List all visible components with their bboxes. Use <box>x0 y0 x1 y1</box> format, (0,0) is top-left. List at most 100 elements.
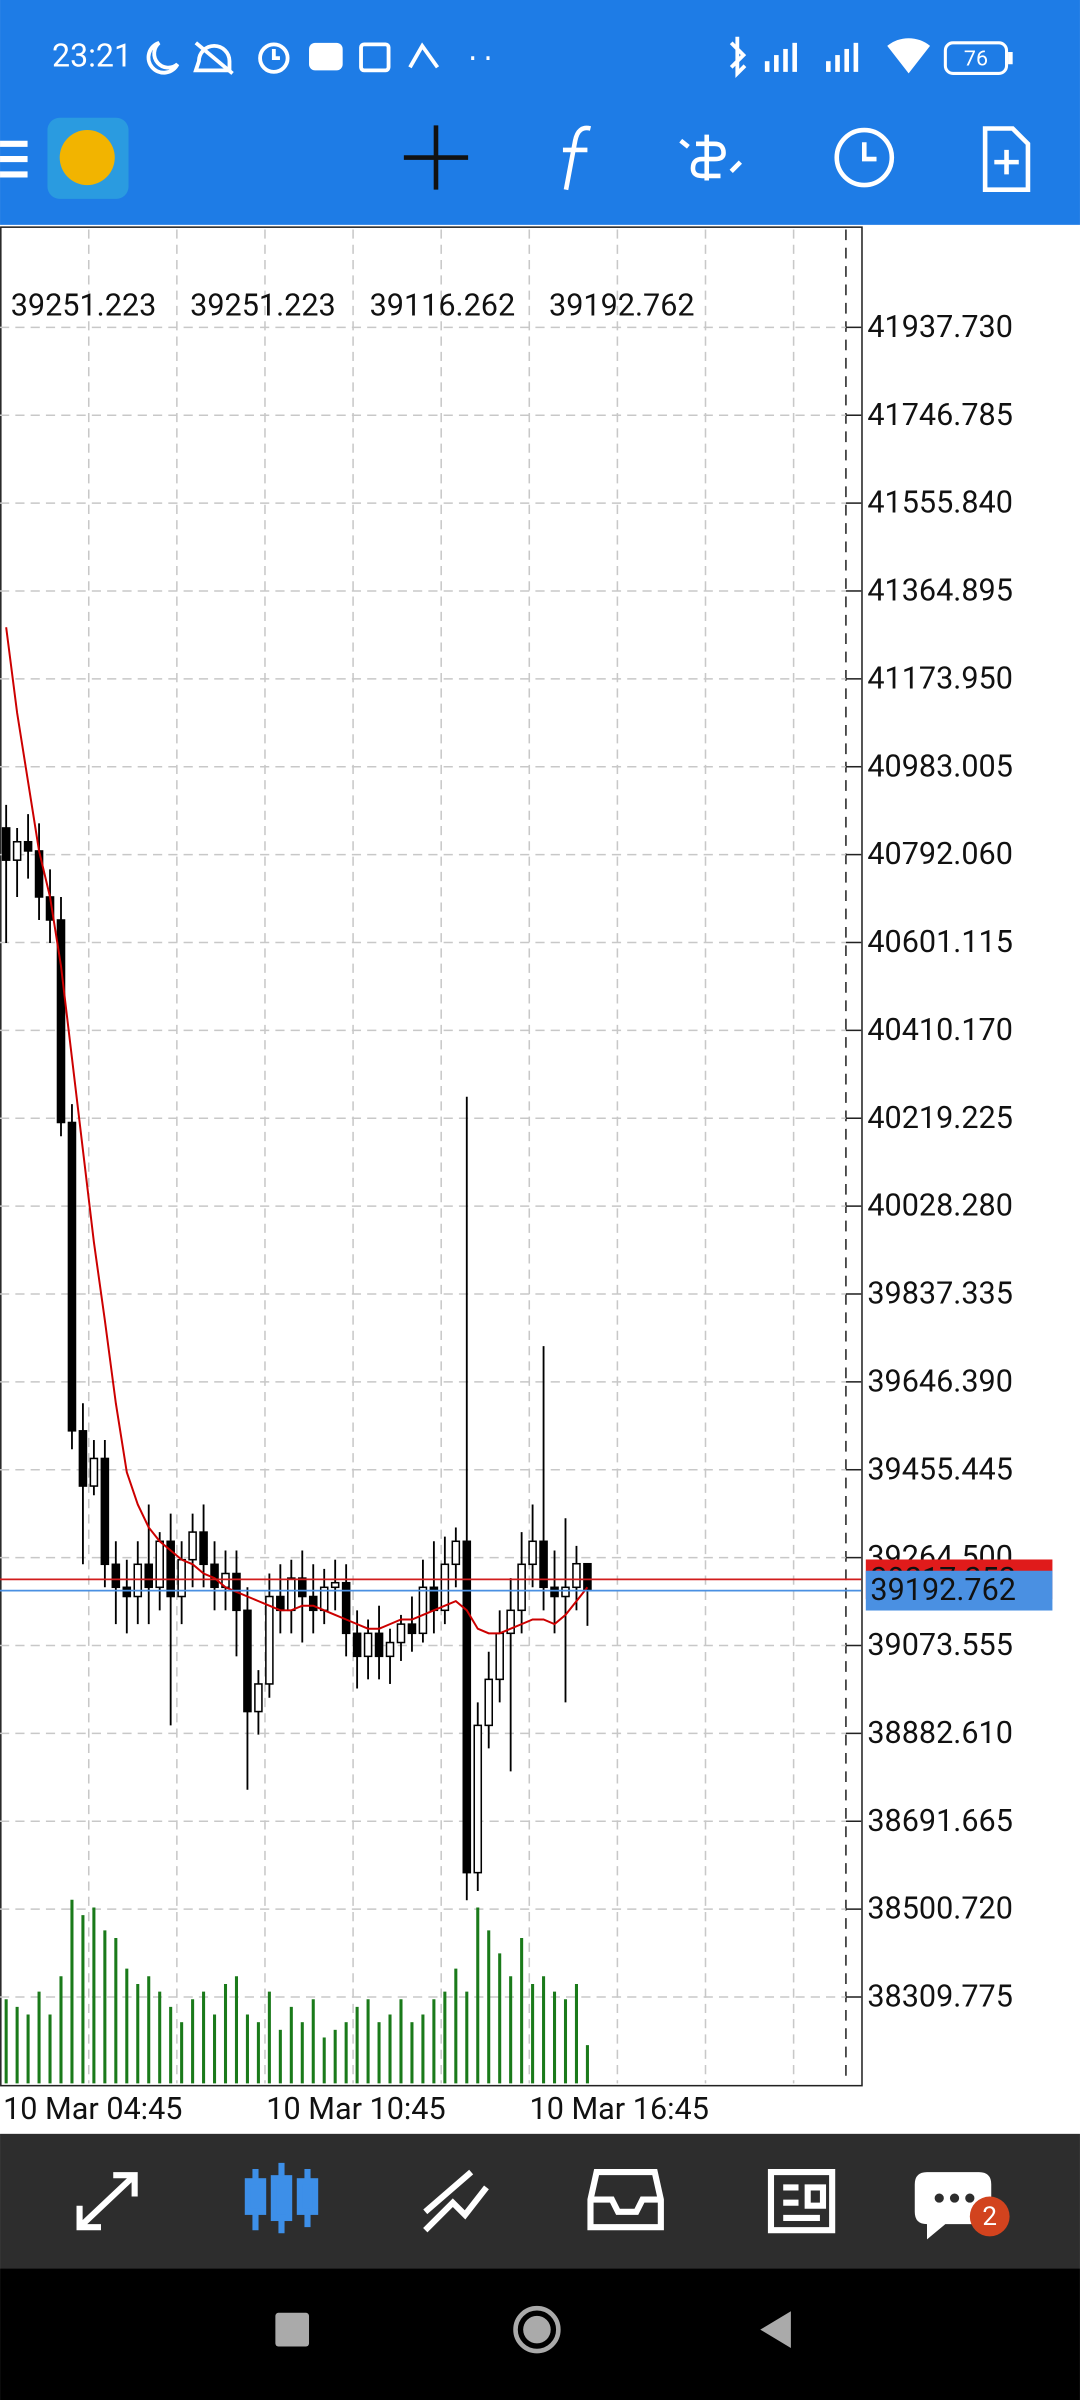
candle-body <box>451 1540 461 1566</box>
status-time: 23:21 <box>52 37 132 75</box>
candle-body <box>539 1540 548 1589</box>
bid-label: 39192.762 <box>870 1573 1016 1608</box>
back-button[interactable] <box>760 2311 791 2348</box>
candle-body <box>243 1609 252 1713</box>
ohlc-value: 39192.762 <box>549 289 695 324</box>
menu-button[interactable] <box>0 140 28 178</box>
moving-average <box>5 627 589 1635</box>
candle-body <box>12 840 22 861</box>
y-tick-label: 39837.335 <box>867 1277 1013 1312</box>
candle-body <box>352 1632 362 1658</box>
candle-body <box>407 1623 417 1635</box>
candle-body <box>166 1540 175 1598</box>
candle-body <box>308 1595 318 1612</box>
candle-body <box>297 1577 307 1598</box>
new-order-button[interactable] <box>982 126 1031 192</box>
status-icons <box>146 41 490 75</box>
ohlc-value: 39116.262 <box>370 289 516 324</box>
y-tick-label: 41937.730 <box>867 310 1013 345</box>
battery-level: 76 <box>964 46 988 71</box>
candle-body <box>265 1595 274 1685</box>
y-tick-label: 38691.665 <box>867 1804 1013 1839</box>
bottom-nav <box>0 2133 1080 2269</box>
symbol-button[interactable] <box>679 134 743 181</box>
y-tick-label: 39073.555 <box>867 1628 1013 1663</box>
trade-tab[interactable] <box>423 2169 489 2233</box>
y-tick-label: 40410.170 <box>867 1013 1013 1048</box>
crosshair-button[interactable] <box>403 125 469 190</box>
y-tick-label: 38882.610 <box>867 1716 1013 1751</box>
candle-body <box>341 1581 351 1635</box>
chat-badge <box>969 2196 1010 2237</box>
quotes-tab[interactable] <box>76 2172 138 2231</box>
bottom-nav-icons <box>76 2162 992 2240</box>
candle-body <box>583 1562 592 1592</box>
app-header <box>0 0 1080 225</box>
candle-body <box>495 1632 504 1681</box>
candle-body <box>330 1581 340 1589</box>
candle-body <box>144 1563 154 1589</box>
candle-body <box>561 1586 570 1598</box>
plot-area: 41937.730 41746.785 41555.840 41364.895 4117… <box>0 289 1053 2127</box>
history-tab[interactable] <box>587 2169 664 2231</box>
y-tick-label: 41746.785 <box>867 398 1013 433</box>
chart-tab[interactable] <box>244 2162 319 2234</box>
x-tick-label: 10 Mar 04:45 <box>3 2092 182 2127</box>
candle-body <box>385 1641 395 1658</box>
candle-body <box>473 1724 483 1874</box>
candle-body <box>528 1540 537 1566</box>
candle-body <box>155 1540 164 1589</box>
y-tick-label: 40601.115 <box>867 925 1013 960</box>
bid-label-box <box>865 1570 1053 1611</box>
y-tick-label: 39455.445 <box>867 1452 1013 1487</box>
candle-body <box>133 1563 143 1598</box>
timeframe-button[interactable] <box>834 127 895 188</box>
candle-body <box>572 1562 581 1589</box>
candle-body <box>67 1121 77 1432</box>
candle-body <box>199 1531 208 1566</box>
candle-body <box>550 1586 559 1598</box>
app-logo-mark <box>59 130 115 186</box>
y-tick-label: 40792.060 <box>867 837 1013 872</box>
candle-body <box>418 1586 428 1635</box>
y-tick-label: 39646.390 <box>867 1364 1013 1399</box>
candle-body <box>254 1683 263 1713</box>
candle-body <box>122 1586 132 1598</box>
y-tick-label: 41555.840 <box>867 486 1013 521</box>
ohlc-value: 39251.223 <box>11 289 157 324</box>
candle-body <box>517 1563 526 1612</box>
ohlc-value: 39251.223 <box>190 289 336 324</box>
chart-frame <box>0 226 863 2087</box>
candle-body <box>100 1457 110 1566</box>
candle-body <box>78 1430 88 1487</box>
chat-badge-count: 2 <box>982 2202 997 2232</box>
candle-body <box>111 1563 121 1589</box>
y-tick-label: 38500.720 <box>867 1892 1013 1927</box>
candle-body <box>56 919 66 1124</box>
toolbar <box>0 117 1031 199</box>
y-tick-label: 41364.895 <box>867 574 1013 609</box>
y-tick-label: 40028.280 <box>867 1189 1013 1224</box>
candle-body <box>210 1563 219 1589</box>
recents-button[interactable] <box>275 2312 310 2347</box>
candle-body <box>363 1632 373 1658</box>
candle-body <box>23 840 33 852</box>
candle-body <box>440 1563 450 1612</box>
y-tick-label: 40219.225 <box>867 1101 1013 1136</box>
y-tick-label: 38309.775 <box>867 1980 1013 2015</box>
candle-body <box>484 1678 494 1727</box>
signal-icons <box>729 36 1013 79</box>
news-tab[interactable] <box>767 2169 836 2234</box>
home-button[interactable] <box>513 2305 561 2354</box>
candle-body <box>462 1540 472 1874</box>
y-tick-label: 41173.950 <box>867 661 1013 696</box>
candle-body <box>188 1531 197 1561</box>
candle-body <box>1 827 11 861</box>
candle-body <box>396 1623 406 1644</box>
x-tick-label: 10 Mar 16:45 <box>530 2092 709 2127</box>
indicators-button[interactable] <box>562 125 592 191</box>
candle-body <box>374 1632 384 1658</box>
y-tick-label: 40983.005 <box>867 749 1013 784</box>
